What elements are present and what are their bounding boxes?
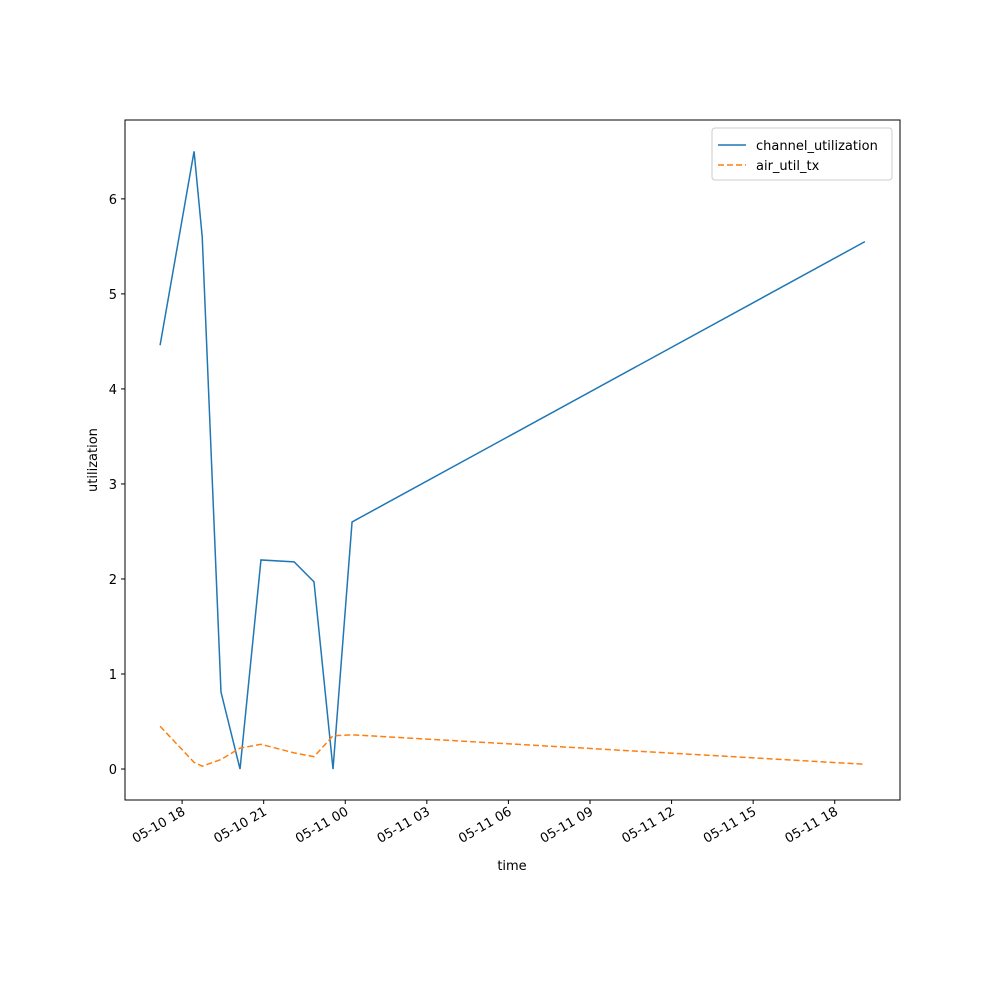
y-tick-label: 0 — [109, 763, 117, 778]
plot-frame — [124, 119, 901, 801]
y-tick-label: 3 — [109, 478, 117, 493]
x-tick-label: 05-11 15 — [701, 804, 759, 846]
x-tick-label: 05-11 06 — [456, 804, 514, 846]
legend-box — [711, 127, 893, 181]
y-tick-label: 1 — [109, 668, 117, 683]
legend-label: air_util_tx — [756, 159, 820, 174]
x-tick-label: 05-11 03 — [375, 804, 433, 846]
x-tick-label: 05-11 00 — [293, 804, 351, 846]
y-tick-label: 5 — [109, 288, 117, 303]
x-tick-label: 05-10 18 — [130, 804, 188, 846]
y-tick-label: 6 — [109, 193, 117, 208]
x-tick-label: 05-11 12 — [619, 804, 677, 846]
y-tick-label: 2 — [109, 573, 117, 588]
series-line — [159, 151, 866, 770]
legend-label: channel_utilization — [756, 139, 878, 154]
x-tick-label: 05-11 09 — [538, 804, 596, 846]
x-axis-label: time — [497, 859, 526, 874]
y-axis-label: utilization — [86, 428, 101, 492]
x-tick-label: 05-10 21 — [212, 804, 270, 846]
y-tick-label: 4 — [109, 383, 117, 398]
x-tick-label: 05-11 18 — [783, 804, 841, 846]
series-line — [159, 725, 865, 767]
